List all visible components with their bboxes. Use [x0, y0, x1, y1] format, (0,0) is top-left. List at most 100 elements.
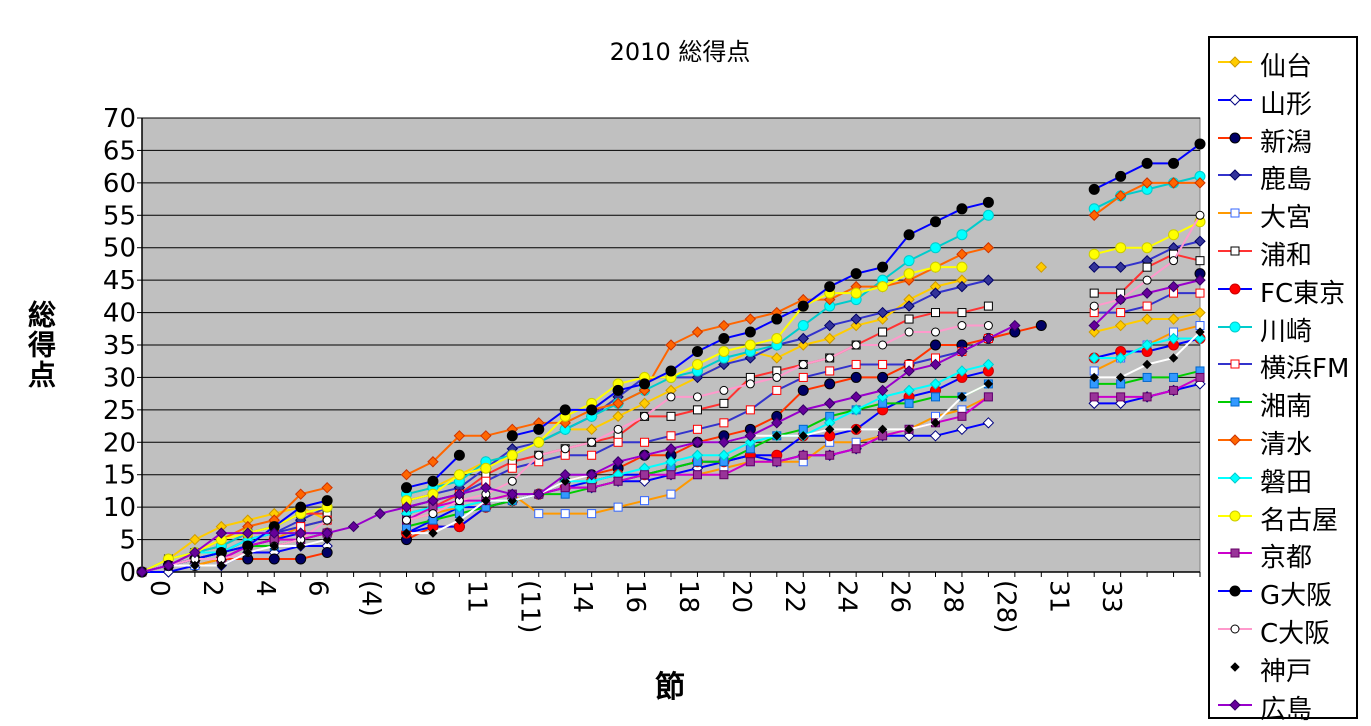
data-point	[1169, 256, 1179, 266]
data-point	[1142, 392, 1152, 402]
data-point	[401, 528, 412, 538]
data-point	[850, 287, 862, 299]
data-point	[559, 404, 571, 416]
data-point	[930, 339, 941, 351]
data-point	[719, 470, 729, 480]
data-point	[982, 417, 995, 429]
data-point	[1116, 392, 1126, 402]
data-point	[929, 358, 942, 371]
x-axis-label: 節	[655, 670, 685, 705]
data-point	[1195, 210, 1205, 220]
legend-item: 仙台	[1216, 44, 1356, 82]
data-point	[823, 332, 836, 345]
data-point	[851, 340, 861, 350]
data-point	[612, 410, 624, 423]
data-point	[798, 359, 808, 369]
data-point	[982, 332, 995, 345]
data-point	[957, 392, 967, 402]
data-point	[1088, 209, 1100, 221]
data-point	[904, 327, 914, 337]
legend-label: C大阪	[1260, 619, 1331, 649]
legend-label: 名古屋	[1260, 505, 1339, 536]
legend-label: 新潟	[1260, 127, 1313, 158]
data-point	[929, 287, 942, 299]
legend-label: 磐田	[1260, 467, 1313, 498]
data-point	[850, 268, 862, 280]
data-point	[1089, 392, 1099, 402]
data-point	[585, 423, 598, 436]
legend-swatch	[1218, 662, 1252, 672]
legend-swatch	[1218, 169, 1252, 182]
data-point	[877, 261, 889, 273]
series-line	[141, 324, 1016, 573]
legend-marker	[1229, 698, 1241, 711]
legend-marker	[1230, 662, 1240, 672]
legend-item: 湘南	[1216, 384, 1356, 422]
data-point	[982, 242, 995, 254]
x-tick-label: 9	[409, 580, 439, 597]
data-point	[640, 411, 650, 421]
data-point	[534, 509, 544, 519]
legend-label: 清水	[1260, 430, 1313, 460]
data-point	[1088, 319, 1100, 332]
x-tick-label: 28	[938, 580, 968, 613]
data-point	[1168, 157, 1180, 169]
data-point	[402, 515, 411, 525]
legend-marker	[1229, 169, 1241, 182]
data-point	[189, 533, 201, 546]
data-point	[268, 553, 280, 565]
legend-swatch	[1218, 548, 1252, 558]
legend-label: FC東京	[1260, 278, 1346, 309]
data-point	[797, 332, 809, 345]
data-point	[533, 423, 545, 435]
data-point	[744, 339, 756, 351]
data-point	[1194, 274, 1206, 286]
y-tick-label: 55	[103, 201, 136, 231]
data-point	[189, 546, 201, 559]
data-point	[877, 424, 888, 435]
data-point	[797, 339, 809, 351]
legend-item: 横浜FM	[1216, 346, 1356, 385]
data-point	[982, 274, 995, 286]
data-point	[215, 527, 228, 539]
y-tick-label: 20	[103, 428, 136, 458]
data-point	[851, 359, 861, 369]
data-point	[400, 469, 413, 481]
data-point	[904, 424, 914, 435]
x-tick-label: 14	[567, 580, 597, 613]
x-tick-label: 24	[832, 580, 862, 613]
data-point	[506, 430, 518, 442]
data-point	[692, 424, 702, 434]
data-point	[956, 365, 968, 377]
legend-swatch	[1218, 624, 1252, 634]
data-point	[1141, 313, 1153, 325]
data-point	[638, 449, 651, 461]
data-point	[851, 424, 861, 435]
data-point	[640, 470, 650, 480]
data-point	[638, 397, 651, 410]
data-point	[691, 358, 703, 370]
y-tick-label: 65	[103, 136, 136, 166]
data-point	[719, 385, 729, 395]
data-point	[745, 379, 755, 389]
legend-swatch	[1218, 56, 1252, 68]
legend-swatch	[1218, 698, 1252, 711]
data-point	[321, 527, 333, 539]
data-point	[453, 488, 466, 500]
y-tick-label: 15	[103, 461, 136, 491]
data-point	[718, 449, 730, 461]
legend-marker	[1229, 321, 1241, 333]
data-point	[824, 378, 836, 390]
data-point	[1194, 306, 1206, 319]
data-point	[428, 528, 438, 538]
data-point	[930, 261, 941, 273]
legend-label: 横浜FM	[1260, 354, 1350, 385]
data-point	[666, 470, 676, 480]
data-point	[1088, 248, 1100, 260]
data-point	[824, 281, 836, 293]
data-point	[1035, 320, 1047, 332]
legend-item: 新潟	[1216, 120, 1356, 158]
data-point	[1089, 372, 1099, 383]
data-point	[506, 488, 519, 500]
legend-swatch	[1218, 283, 1252, 295]
